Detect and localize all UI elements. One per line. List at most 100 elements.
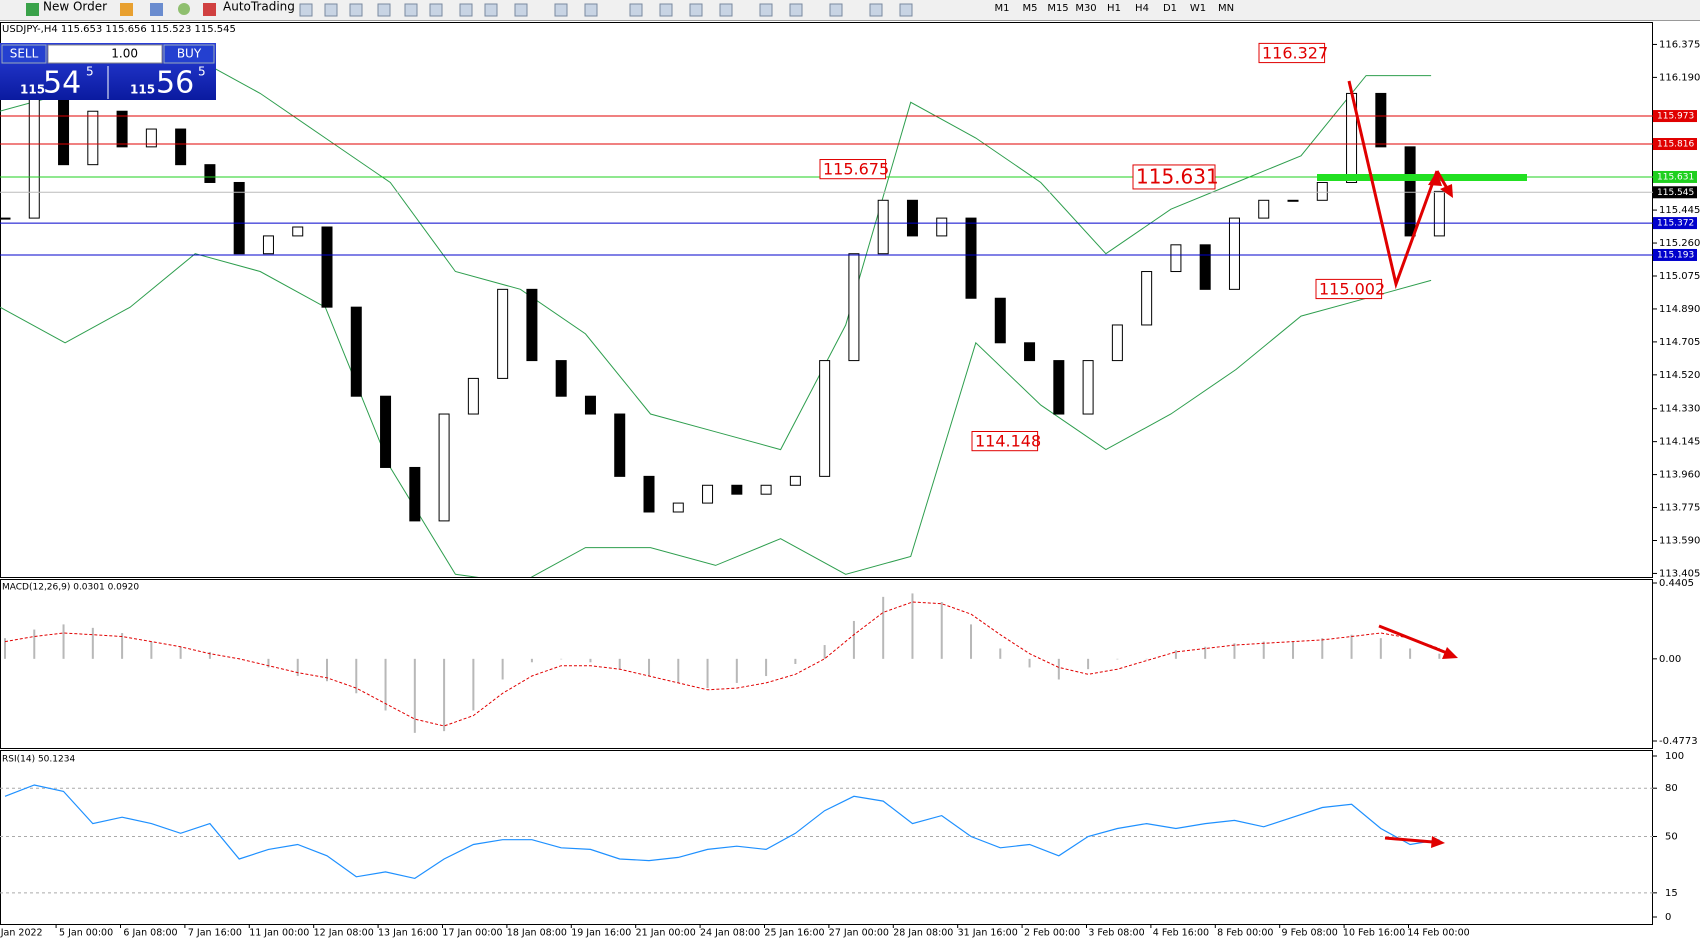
macd-bar (1262, 641, 1265, 659)
toolbar-icon[interactable] (404, 3, 418, 17)
y-tick-label: 114.520 (1659, 370, 1700, 381)
macd-bar (208, 651, 211, 659)
toolbar-icon[interactable] (869, 3, 883, 17)
new-order-icon[interactable] (26, 3, 39, 16)
buy-label[interactable]: BUY (177, 47, 202, 61)
y-tick-label: 0.4405 (1659, 578, 1694, 589)
candle (936, 217, 948, 237)
x-tick-label: 3 Feb 08:00 (1088, 928, 1144, 939)
x-tick-label: 9 Feb 08:00 (1282, 928, 1338, 939)
candle (1053, 360, 1065, 415)
macd-bar (179, 646, 182, 659)
toolbar-icon[interactable] (759, 3, 773, 17)
macd-bar (1087, 658, 1090, 670)
timeframe-button[interactable]: M15 (1047, 3, 1068, 14)
one-click-panel: SELL 1.00 BUY 115 54 5 115 56 5 (0, 43, 216, 101)
macd-bar (823, 645, 826, 659)
candle (350, 306, 362, 397)
x-tick-label: 19 Jan 16:00 (571, 928, 631, 939)
toolbar-icon[interactable] (150, 3, 163, 16)
candle (292, 226, 304, 237)
timeframe-button[interactable]: H4 (1135, 3, 1149, 14)
x-tick-label: 4 Feb 16:00 (1153, 928, 1209, 939)
toolbar-icon[interactable] (120, 3, 133, 16)
sell-button[interactable] (1, 44, 47, 64)
new-order-button[interactable]: New Order (43, 0, 107, 14)
bid-big[interactable]: 115 (20, 83, 45, 97)
timeframe-button[interactable]: D1 (1163, 3, 1177, 14)
price-level-label: 115.631 (1657, 172, 1694, 182)
candle (0, 217, 11, 220)
toolbar-icon[interactable] (899, 3, 913, 17)
macd-bar (1174, 650, 1177, 659)
ask-big[interactable]: 115 (130, 83, 155, 97)
x-tick-label: 14 Feb 00:00 (1407, 928, 1469, 939)
timeframe-button[interactable]: H1 (1107, 3, 1121, 14)
toolbar-icon[interactable] (377, 3, 391, 17)
autotrading-button[interactable]: AutoTrading (223, 0, 295, 14)
price-annotation-box (1315, 278, 1383, 300)
lot-input[interactable] (47, 44, 163, 64)
arrow-head (1428, 171, 1442, 186)
y-tick-label: 115.260 (1659, 238, 1700, 249)
y-tick-label: -0.4773 (1659, 736, 1698, 747)
price-level-label-bg (1653, 248, 1697, 261)
toolbar-icon[interactable] (324, 3, 338, 17)
bid-pips[interactable]: 54 (43, 66, 81, 101)
candle (584, 395, 596, 415)
timeframe-button[interactable]: M30 (1075, 3, 1096, 14)
toolbar-icon[interactable] (178, 3, 190, 15)
toolbar-icon[interactable] (719, 3, 733, 17)
ask-pips[interactable]: 56 (156, 66, 194, 101)
x-tick-label: 6 Jan 08:00 (123, 928, 177, 939)
toolbar-icon[interactable] (459, 3, 473, 17)
toolbar-icon[interactable] (484, 3, 498, 17)
toolbar-icon[interactable] (659, 3, 673, 17)
macd-bar (560, 658, 563, 660)
candle (1316, 181, 1328, 201)
price-annotation-box (819, 159, 887, 180)
macd-bar (501, 658, 504, 680)
timeframe-button[interactable]: W1 (1190, 3, 1206, 14)
rsi-title: RSI(14) 50.1234 (2, 755, 75, 765)
candle (555, 360, 567, 397)
toolbar-icon[interactable] (514, 3, 528, 17)
lot-value[interactable]: 1.00 (111, 47, 138, 61)
macd-bar (384, 658, 387, 711)
toolbar-icon[interactable] (829, 3, 843, 17)
timeframe-button[interactable]: M1 (995, 3, 1010, 14)
macd-bar (677, 658, 680, 683)
toolbar-icon[interactable] (689, 3, 703, 17)
x-tick-label: 24 Jan 08:00 (700, 928, 760, 939)
toolbar-icon[interactable] (554, 3, 568, 17)
toolbar-icon[interactable] (789, 3, 803, 17)
autotrading-icon[interactable] (203, 3, 216, 16)
toolbar-icon[interactable] (584, 3, 598, 17)
timeframe-button[interactable]: M5 (1023, 3, 1038, 14)
candle (994, 297, 1006, 344)
sell-label[interactable]: SELL (10, 47, 39, 61)
x-tick-label: 5 Jan 00:00 (59, 928, 113, 939)
toolbar-icon[interactable] (349, 3, 363, 17)
candle (702, 484, 714, 504)
toolbar-icon[interactable] (629, 3, 643, 17)
macd-bar (999, 648, 1002, 659)
macd-bar (1028, 658, 1031, 668)
candle (672, 502, 684, 513)
candle (789, 475, 801, 486)
macd-bar (443, 658, 446, 732)
drawn-arrow (1347, 80, 1439, 290)
macd-bar (1292, 641, 1295, 659)
toolbar-icon[interactable] (429, 3, 443, 17)
y-tick-label: 113.405 (1659, 568, 1700, 579)
buy-button[interactable] (163, 44, 215, 64)
timeframe-button[interactable]: MN (1218, 3, 1234, 14)
candle (877, 199, 889, 255)
toolbar-icon[interactable] (299, 3, 313, 17)
rsi-arrow (1384, 836, 1434, 844)
ask-point[interactable]: 5 (198, 65, 206, 79)
bid-point[interactable]: 5 (86, 65, 94, 79)
candle (1433, 190, 1445, 237)
toolbar-bg (0, 0, 1700, 20)
x-tick-label: 13 Jan 16:00 (378, 928, 438, 939)
